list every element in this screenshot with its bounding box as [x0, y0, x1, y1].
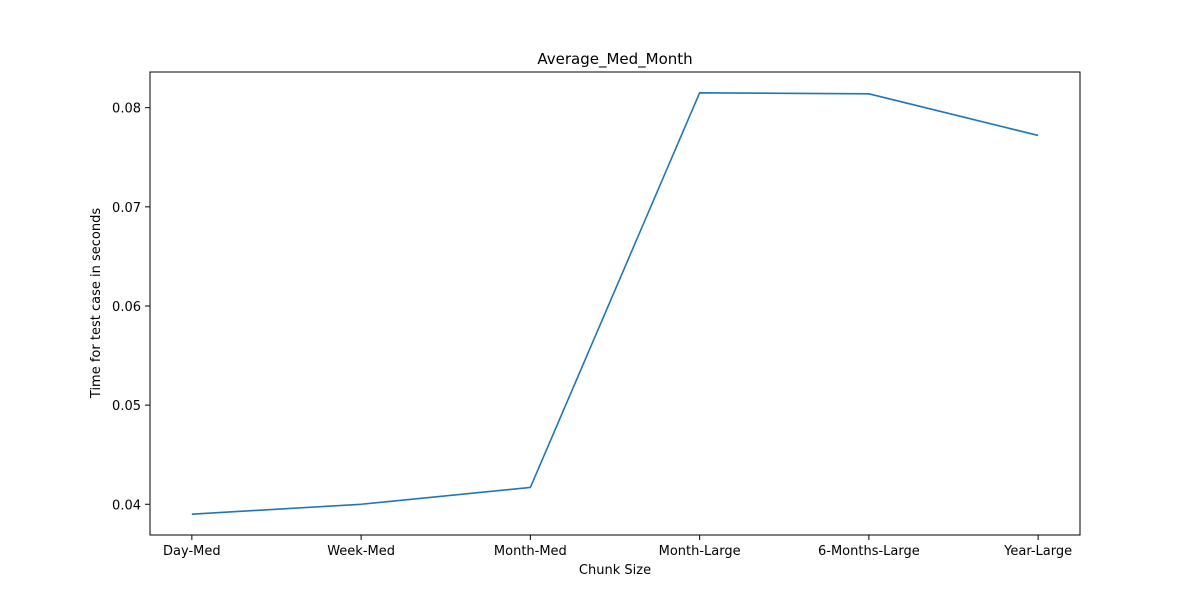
plot-area: Day-Med Week-Med Month-Med Month-Large 6-Mon…: [112, 71, 1081, 559]
y-tick-label: 0.08: [112, 102, 141, 117]
x-tick-label: Month-Large: [659, 544, 741, 559]
y-tick-label: 0.06: [112, 300, 141, 315]
y-tick-label: 0.04: [112, 498, 141, 513]
y-tick-label: 0.07: [112, 201, 141, 216]
y-axis-label: Time for test case in seconds: [89, 208, 104, 399]
x-tick-label: 6-Months-Large: [818, 544, 920, 559]
chart-title: Average_Med_Month: [537, 50, 692, 69]
x-tick-label: Day-Med: [163, 544, 221, 559]
x-axis-label: Chunk Size: [579, 563, 651, 578]
x-tick-label: Month-Med: [494, 544, 567, 559]
y-tick-label: 0.05: [112, 399, 141, 414]
x-tick-label: Year-Large: [1003, 544, 1072, 559]
plot-frame: [149, 71, 1081, 536]
x-tick-label: Week-Med: [327, 544, 395, 559]
series-line: [191, 92, 1039, 515]
